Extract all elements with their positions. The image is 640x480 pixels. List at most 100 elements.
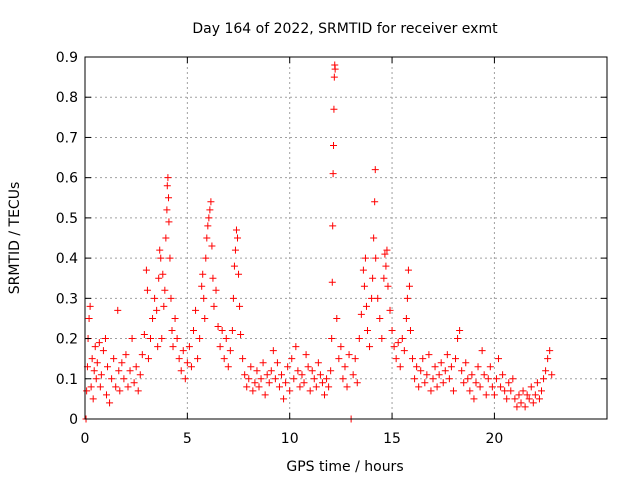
data-point bbox=[341, 363, 349, 371]
data-point bbox=[304, 363, 312, 371]
data-point bbox=[163, 206, 171, 214]
data-point bbox=[207, 198, 215, 206]
data-point bbox=[228, 327, 236, 335]
data-point bbox=[292, 343, 300, 351]
data-point bbox=[132, 363, 140, 371]
data-point bbox=[511, 395, 519, 403]
data-point bbox=[239, 355, 247, 363]
data-point bbox=[447, 363, 455, 371]
data-point bbox=[138, 351, 146, 359]
data-point bbox=[165, 194, 173, 202]
data-point bbox=[521, 403, 529, 411]
data-point bbox=[168, 327, 176, 335]
data-point bbox=[330, 141, 338, 149]
data-point bbox=[415, 383, 423, 391]
data-point bbox=[325, 383, 333, 391]
data-point bbox=[466, 387, 474, 395]
data-point bbox=[435, 371, 443, 379]
data-point bbox=[89, 395, 97, 403]
data-point bbox=[232, 226, 240, 234]
x-tick-label: 0 bbox=[81, 431, 90, 447]
data-point bbox=[122, 351, 130, 359]
data-point bbox=[330, 105, 338, 113]
data-point bbox=[308, 367, 316, 375]
data-point bbox=[300, 379, 308, 387]
data-point bbox=[87, 383, 95, 391]
data-point bbox=[112, 383, 120, 391]
data-point bbox=[90, 367, 98, 375]
data-point bbox=[316, 371, 324, 379]
data-point bbox=[163, 182, 171, 190]
data-point bbox=[468, 371, 476, 379]
data-point bbox=[83, 387, 91, 395]
data-point bbox=[159, 270, 167, 278]
data-point bbox=[363, 327, 371, 335]
data-point bbox=[166, 254, 174, 262]
data-point bbox=[165, 218, 173, 226]
data-point bbox=[231, 246, 239, 254]
data-point bbox=[329, 222, 337, 230]
data-point bbox=[142, 266, 150, 274]
data-point bbox=[359, 266, 367, 274]
y-tick-label: 0.6 bbox=[56, 171, 78, 187]
data-point bbox=[140, 331, 148, 339]
data-point bbox=[368, 294, 376, 302]
data-point bbox=[339, 375, 347, 383]
data-point bbox=[331, 65, 339, 73]
data-point bbox=[433, 383, 441, 391]
data-point bbox=[328, 335, 336, 343]
y-tick-label: 0.5 bbox=[56, 211, 78, 227]
data-point bbox=[187, 363, 195, 371]
data-point bbox=[376, 314, 384, 322]
data-point bbox=[374, 294, 382, 302]
data-point bbox=[101, 335, 109, 343]
data-point bbox=[423, 371, 431, 379]
data-point bbox=[403, 294, 411, 302]
x-tick-label: 10 bbox=[281, 431, 299, 447]
data-point bbox=[462, 359, 470, 367]
data-point bbox=[230, 262, 238, 270]
data-point bbox=[323, 375, 331, 383]
x-tick-label: 15 bbox=[383, 431, 401, 447]
data-point bbox=[275, 383, 283, 391]
data-point bbox=[486, 363, 494, 371]
y-tick-label: 0 bbox=[69, 412, 78, 428]
data-point bbox=[472, 379, 480, 387]
data-point bbox=[153, 306, 161, 314]
data-point bbox=[425, 351, 433, 359]
data-point bbox=[93, 359, 101, 367]
data-point bbox=[517, 399, 525, 407]
data-point bbox=[108, 375, 116, 383]
data-point bbox=[115, 367, 123, 375]
data-point bbox=[388, 327, 396, 335]
data-point bbox=[249, 387, 257, 395]
data-point bbox=[542, 367, 550, 375]
data-point bbox=[167, 294, 175, 302]
y-tick-label: 0.2 bbox=[56, 332, 78, 348]
data-point bbox=[531, 391, 539, 399]
data-point bbox=[501, 387, 509, 395]
y-tick-label: 0.8 bbox=[56, 90, 78, 106]
data-point bbox=[96, 383, 104, 391]
data-point bbox=[280, 395, 288, 403]
data-point bbox=[535, 395, 543, 403]
data-point bbox=[353, 379, 361, 387]
data-point bbox=[417, 367, 425, 375]
data-point bbox=[290, 375, 298, 383]
data-point bbox=[88, 355, 96, 363]
data-point bbox=[214, 322, 222, 330]
data-point bbox=[97, 371, 105, 379]
data-point bbox=[429, 375, 437, 383]
data-point bbox=[92, 375, 100, 383]
data-point bbox=[460, 379, 468, 387]
data-point bbox=[200, 294, 208, 302]
y-axis-label: SRMTID / TECUs bbox=[7, 182, 23, 295]
data-point bbox=[544, 355, 552, 363]
data-point bbox=[154, 343, 162, 351]
data-point bbox=[333, 314, 341, 322]
data-point bbox=[124, 383, 132, 391]
data-point bbox=[210, 302, 218, 310]
data-point bbox=[318, 379, 326, 387]
data-point bbox=[378, 335, 386, 343]
chart-title: Day 164 of 2022, SRMTID for receiver exm… bbox=[192, 21, 498, 37]
